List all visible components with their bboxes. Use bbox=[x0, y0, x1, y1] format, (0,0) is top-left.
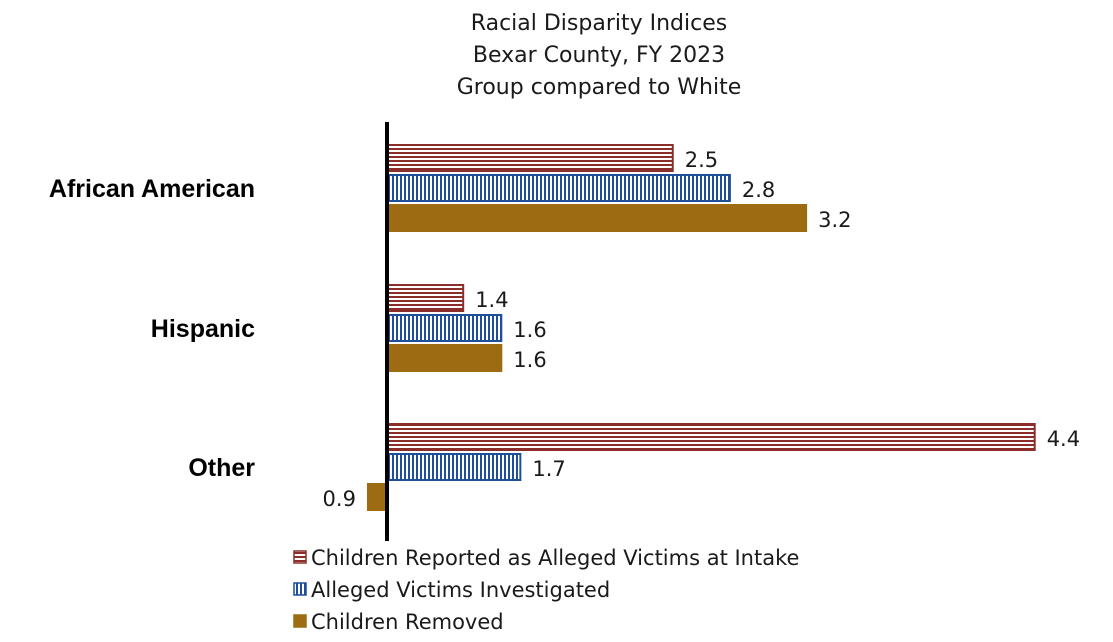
bar-african-american-alleged-victims-investigated bbox=[386, 174, 731, 202]
value-label-african-american-children-removed: 3.2 bbox=[818, 208, 851, 232]
value-label-other-children-reported-as-alleged-victims-at-intake: 4.4 bbox=[1047, 427, 1080, 451]
legend: Children Reported as Alleged Victims at … bbox=[293, 546, 799, 634]
bar-other-children-reported-as-alleged-victims-at-intake bbox=[386, 423, 1036, 451]
legend-swatch-children-removed bbox=[293, 614, 307, 628]
value-label-other-children-removed: 0.9 bbox=[323, 487, 356, 511]
value-label-hispanic-alleged-victims-investigated: 1.6 bbox=[513, 318, 546, 342]
chart-title-line-1: Racial Disparity Indices bbox=[471, 11, 727, 36]
chart-title: Racial Disparity Indices Bexar County, F… bbox=[457, 11, 742, 100]
value-label-african-american-alleged-victims-investigated: 2.8 bbox=[742, 178, 775, 202]
value-labels: 2.5 1.4 4.4 2.8 1.6 1.7 3.2 1.6 0.9 bbox=[323, 148, 1081, 511]
value-label-other-alleged-victims-investigated: 1.7 bbox=[532, 457, 565, 481]
legend-label-children-removed: Children Removed bbox=[311, 610, 504, 634]
chart-title-line-3: Group compared to White bbox=[457, 75, 742, 100]
bar-african-american-children-reported-as-alleged-victims-at-intake bbox=[386, 144, 674, 172]
category-labels: African American Hispanic Other bbox=[49, 175, 255, 482]
legend-swatch-children-reported-as-alleged-victims-at-intake bbox=[293, 550, 307, 564]
legend-swatch-alleged-victims-investigated bbox=[293, 582, 307, 596]
chart-title-line-2: Bexar County, FY 2023 bbox=[473, 43, 725, 68]
value-label-hispanic-children-reported-as-alleged-victims-at-intake: 1.4 bbox=[475, 288, 508, 312]
legend-label-alleged-victims-investigated: Alleged Victims Investigated bbox=[311, 578, 610, 602]
value-label-african-american-children-reported-as-alleged-victims-at-intake: 2.5 bbox=[685, 148, 718, 172]
category-label-other: Other bbox=[188, 454, 255, 482]
bar-hispanic-children-reported-as-alleged-victims-at-intake bbox=[386, 284, 465, 312]
legend-label-children-reported-as-alleged-victims-at-intake: Children Reported as Alleged Victims at … bbox=[311, 546, 799, 570]
bar-hispanic-children-removed bbox=[386, 344, 503, 372]
bar-hispanic-alleged-victims-investigated bbox=[386, 314, 503, 342]
bar-other-children-removed bbox=[366, 483, 389, 511]
category-label-hispanic: Hispanic bbox=[151, 315, 255, 343]
bars bbox=[366, 144, 1036, 511]
value-label-hispanic-children-removed: 1.6 bbox=[513, 348, 546, 372]
bar-other-alleged-victims-investigated bbox=[386, 453, 522, 481]
bar-african-american-children-removed bbox=[386, 204, 808, 232]
category-label-african-american: African American bbox=[49, 175, 255, 203]
